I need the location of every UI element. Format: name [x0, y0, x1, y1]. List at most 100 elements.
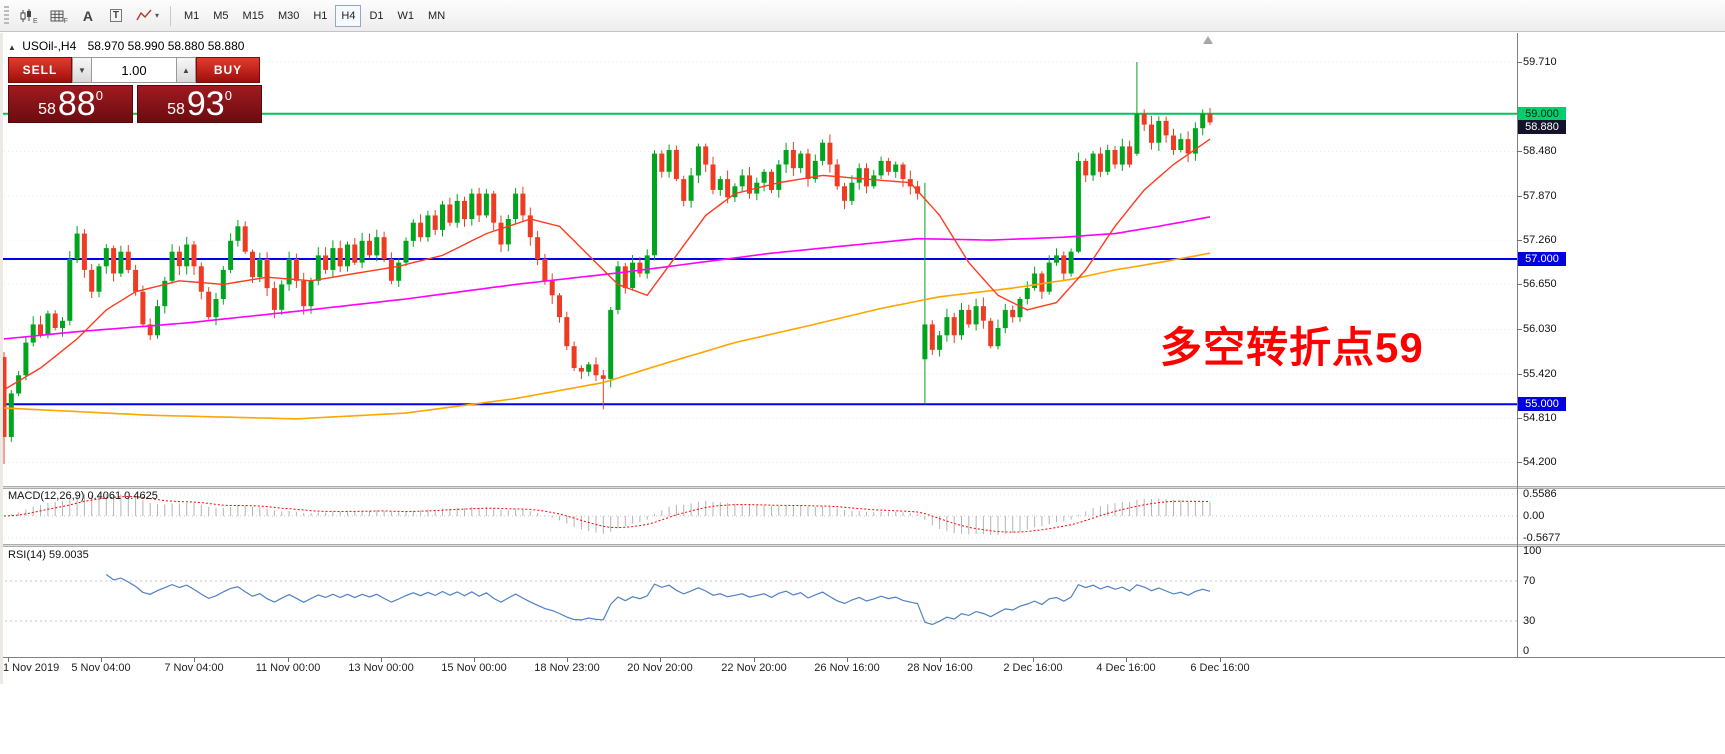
- chart-style-badge: E: [33, 18, 38, 25]
- time-axis-label: 26 Nov 16:00: [814, 662, 880, 674]
- sell-button[interactable]: SELL: [8, 57, 72, 83]
- main-chart-canvas[interactable]: [0, 33, 1517, 486]
- font-tool-label: A: [82, 7, 94, 24]
- time-axis-label: 20 Nov 20:00: [627, 662, 693, 674]
- time-axis-label: 5 Nov 04:00: [71, 662, 131, 674]
- price-badge-58.880: 58.880: [1518, 120, 1566, 134]
- timeframe-button-W1[interactable]: W1: [392, 5, 421, 27]
- symbol-timeframe-label: USOil-,H4: [22, 39, 77, 53]
- time-tick-mark: [660, 658, 661, 662]
- window-left-edge: [0, 33, 3, 684]
- price-tick-label: 54.810: [1523, 412, 1557, 424]
- buy-price-display[interactable]: 58 93 0: [137, 85, 262, 123]
- time-axis-label: 28 Nov 16:00: [907, 662, 973, 674]
- symbol-marker-icon: ▲: [8, 43, 16, 52]
- time-tick-mark: [1126, 658, 1127, 662]
- text-tool-label: T: [109, 9, 122, 22]
- time-tick-mark: [194, 658, 195, 662]
- time-tick-mark: [1220, 658, 1221, 662]
- sell-price-display[interactable]: 58 88 0: [8, 85, 133, 123]
- time-tick-mark: [288, 658, 289, 662]
- macd-indicator-label: MACD(12,26,9) 0.4061 0.4625: [8, 490, 158, 502]
- sell-price-sup: 0: [95, 88, 103, 103]
- price-tick-label: 57.260: [1523, 234, 1557, 246]
- timeframe-button-M5[interactable]: M5: [207, 5, 234, 27]
- rsi-panel-canvas[interactable]: [0, 547, 1517, 657]
- price-tick-label: 55.420: [1523, 368, 1557, 380]
- timeframe-button-D1[interactable]: D1: [363, 5, 389, 27]
- sell-price-small: 58: [38, 101, 56, 118]
- buy-price-small: 58: [167, 101, 185, 118]
- macd-scale-label: -0.5677: [1523, 532, 1561, 544]
- rsi-scale-label: 100: [1523, 545, 1542, 557]
- drawing-tool-button[interactable]: ▾: [131, 4, 163, 28]
- dropdown-arrow-icon: ▾: [154, 11, 159, 20]
- time-tick-mark: [567, 658, 568, 662]
- grid-icon: [50, 10, 64, 21]
- price-tick-mark: [1517, 462, 1522, 463]
- time-axis-label: 13 Nov 00:00: [348, 662, 414, 674]
- timeframe-button-M30[interactable]: M30: [272, 5, 305, 27]
- candlestick-icon: [20, 8, 31, 22]
- price-tick-mark: [1517, 374, 1522, 375]
- volume-increase-button[interactable]: ▲: [176, 57, 196, 83]
- timeframe-button-H1[interactable]: H1: [307, 5, 333, 27]
- time-axis-label: 18 Nov 23:00: [534, 662, 600, 674]
- chart-style-icon[interactable]: E: [14, 4, 43, 28]
- price-tick-label: 54.200: [1523, 456, 1557, 468]
- price-tick-mark: [1517, 418, 1522, 419]
- sell-price-big: 88: [57, 85, 96, 123]
- toolbar-grip[interactable]: [4, 5, 9, 26]
- time-tick-mark: [101, 658, 102, 662]
- volume-input[interactable]: [92, 57, 176, 83]
- price-tick-mark: [1517, 240, 1522, 241]
- price-badge-57.000: 57.000: [1518, 252, 1566, 266]
- chart-text-annotation: 多空转折点59: [1160, 324, 1424, 371]
- grid-style-icon[interactable]: F: [45, 4, 73, 28]
- timeframe-button-M15[interactable]: M15: [237, 5, 270, 27]
- timeframe-button-H4[interactable]: H4: [335, 4, 362, 27]
- zigzag-line-icon: [136, 9, 152, 21]
- time-axis-label: 11 Nov 00:00: [255, 662, 321, 674]
- time-axis-label: 1 Nov 2019: [3, 662, 60, 674]
- price-tick-mark: [1517, 151, 1522, 152]
- time-tick-mark: [474, 658, 475, 662]
- price-badge-55.000: 55.000: [1518, 397, 1566, 411]
- panel-splitter[interactable]: [0, 544, 1725, 547]
- time-axis-label: 15 Nov 00:00: [441, 662, 507, 674]
- timeframe-group: M1 M5 M15 M30 H1 H4 D1 W1 MN: [177, 4, 452, 27]
- price-tick-label: 59.710: [1523, 56, 1557, 68]
- up-arrow-icon: ▲: [182, 65, 190, 75]
- timeframe-button-M1[interactable]: M1: [178, 5, 205, 27]
- toolbar-separator: [169, 5, 171, 26]
- price-tick-mark: [1517, 62, 1522, 63]
- price-tick-label: 58.480: [1523, 145, 1557, 157]
- price-tick-label: 56.030: [1523, 323, 1557, 335]
- time-axis-label: 4 Dec 16:00: [1096, 662, 1156, 674]
- font-tool-button[interactable]: A: [75, 4, 101, 28]
- time-axis-line: [0, 657, 1725, 658]
- buy-price-sup: 0: [224, 88, 232, 103]
- price-tick-label: 56.650: [1523, 278, 1557, 290]
- macd-scale-label: 0.00: [1523, 510, 1545, 522]
- buy-button[interactable]: BUY: [196, 57, 260, 83]
- price-tick-label: 57.870: [1523, 190, 1557, 202]
- rsi-scale-label: 70: [1523, 575, 1536, 587]
- price-axis-line: [1517, 33, 1518, 657]
- panel-splitter[interactable]: [0, 486, 1725, 489]
- time-axis-label: 7 Nov 04:00: [164, 662, 224, 674]
- volume-decrease-button[interactable]: ▼: [72, 57, 92, 83]
- trade-prices-row: 58 88 0 58 93 0: [8, 85, 266, 123]
- macd-panel-canvas[interactable]: [0, 489, 1517, 544]
- rsi-scale-label: 0: [1523, 645, 1530, 657]
- down-arrow-icon: ▼: [78, 65, 86, 75]
- main-toolbar: E F A T ▾ M1 M5 M15 M30 H1 H4 D1 W1 MN: [0, 0, 1725, 32]
- time-tick-mark: [754, 658, 755, 662]
- text-label-tool-button[interactable]: T: [103, 4, 129, 28]
- trade-controls-row: SELL ▼ ▲ BUY: [8, 57, 266, 83]
- time-axis-label: 22 Nov 20:00: [721, 662, 787, 674]
- timeframe-button-MN[interactable]: MN: [422, 5, 451, 27]
- rsi-scale-label: 30: [1523, 615, 1536, 627]
- time-axis-label: 6 Dec 16:00: [1190, 662, 1250, 674]
